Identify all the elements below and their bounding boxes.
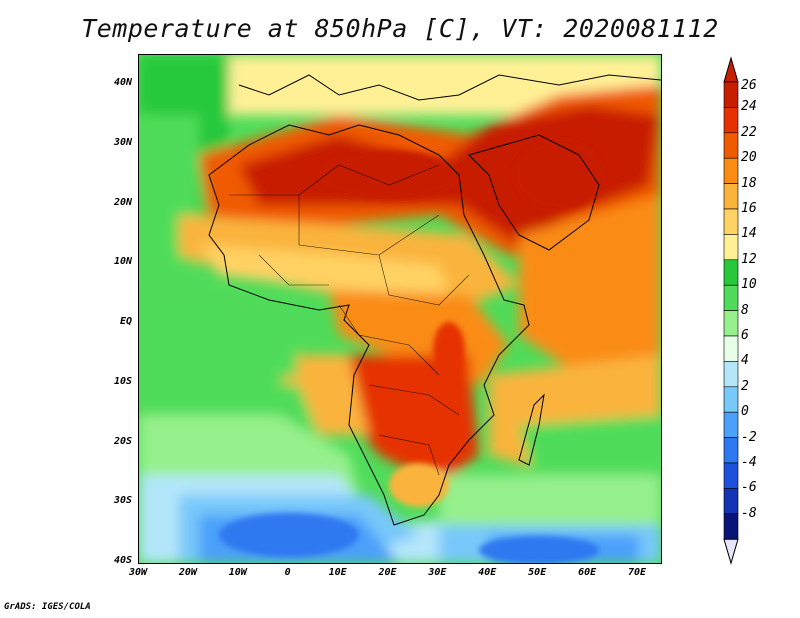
colorbar-segment [723, 81, 739, 108]
colorbar-segment [723, 335, 739, 362]
colorbar-tick-label: 6 [741, 328, 749, 343]
colorbar-tick-label: 12 [741, 251, 757, 267]
field-details [219, 140, 604, 563]
colorbar-segment [723, 107, 739, 134]
lat-tick-label: 10S [113, 375, 132, 387]
colorbar-segment [723, 462, 739, 489]
colorbar-segment [723, 284, 739, 311]
lon-tick-label: 70E [627, 567, 647, 578]
colorbar-bottom-arrow [723, 538, 739, 565]
lat-tick-label: 30S [113, 495, 132, 507]
credit-text: GrADS: IGES/COLA [4, 602, 91, 612]
country-borders [229, 164, 470, 476]
lat-tick-label: 40S [113, 555, 132, 566]
colorbar-tick-label: -6 [741, 480, 757, 496]
lon-tick-label: 0 [284, 567, 291, 578]
lat-tick-label: 40N [113, 77, 132, 88]
colorbar-tick-label: -4 [741, 455, 757, 470]
colorbar-tick-label: -8 [741, 505, 757, 521]
colorbar-segment [723, 208, 739, 235]
colorbar-tick-label: 14 [741, 226, 757, 242]
colorbar-tick-label: 0 [741, 404, 749, 420]
colorbar-segment [723, 488, 739, 515]
lon-tick-label: 40E [478, 567, 497, 578]
europe-coastline [238, 74, 661, 101]
temperature-field [139, 55, 661, 563]
colorbar-tick-label: 22 [741, 124, 757, 140]
colorbar-tick-label: 10 [741, 277, 757, 293]
lat-tick-label: 10N [113, 256, 132, 268]
colorbar-segment [723, 513, 739, 540]
lat-tick-label: 20S [113, 435, 132, 447]
lon-tick-label: 30E [428, 567, 447, 578]
colorbar-segment [723, 386, 739, 413]
africa-coastline [208, 124, 530, 526]
lon-tick-label: 30W [128, 567, 148, 578]
colorbar-tick-label: -2 [741, 429, 757, 445]
colorbar-tick-label: 2 [741, 378, 749, 394]
temperature-map [138, 54, 662, 564]
lat-tick-label: 30N [113, 136, 132, 148]
colorbar-segment [723, 437, 739, 464]
lon-tick-label: 20W [178, 567, 197, 578]
lon-tick-label: 20E [378, 567, 397, 578]
colorbar-segment [723, 310, 739, 337]
colorbar-segment [723, 234, 739, 261]
lon-tick-label: 10E [328, 567, 347, 578]
arabia-coastline [468, 134, 600, 251]
colorbar [723, 56, 739, 565]
colorbar-top-arrow [723, 56, 739, 83]
colorbar-tick-label: 18 [741, 175, 757, 191]
lon-tick-label: 60E [578, 567, 597, 578]
lat-tick-label: 20N [113, 196, 132, 208]
lon-tick-label: 10W [228, 567, 247, 578]
colorbar-tick-label: 16 [741, 201, 757, 216]
colorbar-segment [723, 361, 739, 388]
madagascar-coastline [518, 393, 545, 466]
chart-title: Temperature at 850hPa [C], VT: 202008111… [81, 14, 719, 43]
lat-tick-label: EQ [119, 316, 132, 327]
colorbar-segment [723, 259, 739, 286]
colorbar-segment [723, 157, 739, 184]
colorbar-segment [723, 411, 739, 438]
colorbar-segment [723, 132, 739, 159]
colorbar-tick-label: 24 [741, 99, 757, 115]
lon-tick-label: 50E [528, 567, 547, 578]
colorbar-segment [723, 183, 739, 210]
colorbar-tick-label: 4 [741, 353, 749, 369]
colorbar-tick-label: 26 [741, 78, 757, 93]
coastlines [208, 74, 661, 526]
colorbar-tick-label: 8 [741, 302, 749, 318]
colorbar-tick-label: 20 [741, 150, 757, 166]
